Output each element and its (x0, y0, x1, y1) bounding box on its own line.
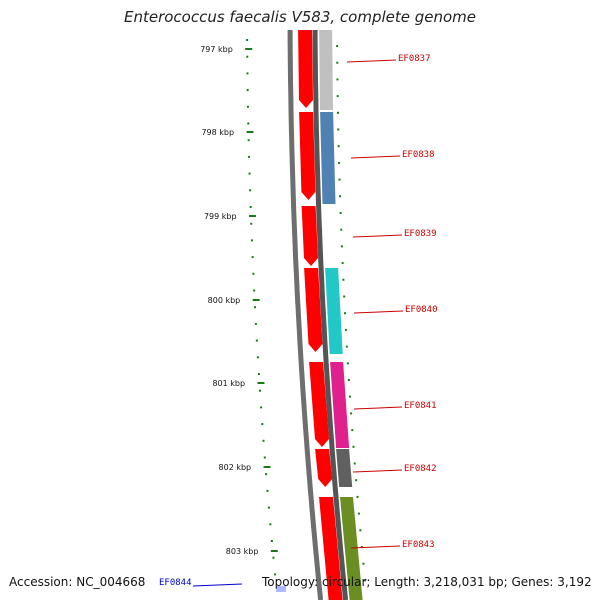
tick-label: 802 kbp (219, 463, 252, 472)
gene-leader-line (352, 469, 403, 473)
gene-leader-line (346, 59, 397, 63)
genome-backbone (287, 30, 324, 600)
cog-block[interactable] (319, 30, 333, 110)
gene-label-ef0840[interactable]: EF0840 (405, 305, 438, 315)
accession-text: Accession: NC_004668 (9, 575, 146, 589)
gene-leader-line (350, 545, 401, 549)
gene-label-ef0837[interactable]: EF0837 (398, 54, 431, 64)
genome-summary-text: Topology: circular; Length: 3,218,031 bp… (262, 575, 592, 589)
gene-label-ef0841[interactable]: EF0841 (404, 401, 437, 411)
cog-block[interactable] (320, 112, 336, 204)
cds-arrow[interactable] (304, 268, 323, 352)
cog-track-backbone (312, 30, 349, 600)
gene-label-ef0842[interactable]: EF0842 (404, 464, 437, 474)
genome-title: Enterococcus faecalis V583, complete gen… (123, 8, 477, 26)
cds-arrow[interactable] (319, 497, 343, 600)
gene-leader-line (353, 310, 404, 314)
gene-leader-line (350, 155, 401, 159)
cog-block[interactable] (336, 449, 353, 487)
gene-label-ef0843[interactable]: EF0843 (402, 540, 435, 550)
gene-label-ef0838[interactable]: EF0838 (402, 150, 435, 160)
cds-arrow[interactable] (315, 449, 333, 487)
tick-label: 803 kbp (226, 547, 259, 556)
tick-label: 801 kbp (212, 379, 245, 388)
cds-arrow[interactable] (299, 112, 316, 200)
cog-block[interactable] (330, 362, 350, 448)
gene-label-ef0839[interactable]: EF0839 (404, 229, 437, 239)
cog-block[interactable] (340, 497, 363, 600)
cds-arrow[interactable] (309, 362, 329, 447)
gene-label-ef0844[interactable]: EF0844 (159, 578, 192, 588)
cds-arrow[interactable] (298, 30, 313, 108)
gene-marker[interactable] (276, 586, 286, 592)
gene-leader-line (353, 406, 403, 410)
gene-leader-line (352, 234, 403, 238)
tick-label: 797 kbp (200, 45, 233, 54)
tick-label: 800 kbp (208, 296, 241, 305)
cds-arrow[interactable] (301, 206, 318, 266)
tick-label: 799 kbp (204, 212, 237, 221)
tick-label: 798 kbp (201, 128, 234, 137)
cog-block[interactable] (325, 268, 343, 354)
gene-leader-line (192, 583, 243, 587)
